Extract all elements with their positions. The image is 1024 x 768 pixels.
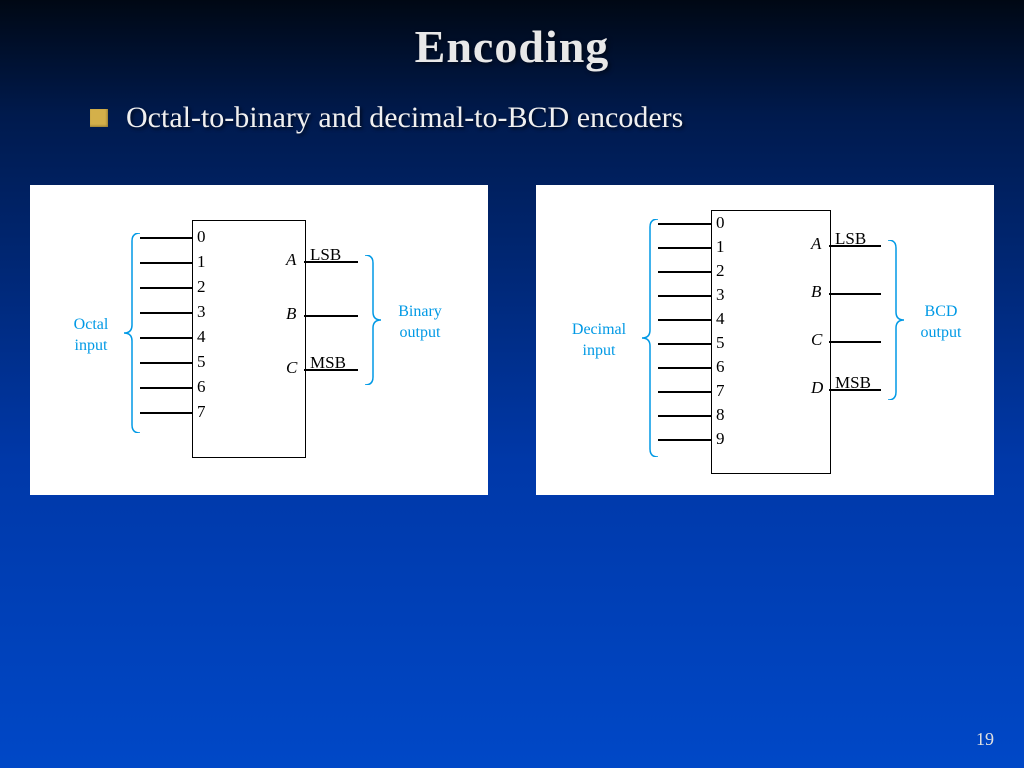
octal-output-label: B: [286, 304, 296, 324]
octal-input-label: 7: [197, 402, 206, 422]
decimal-input-pin: [658, 319, 711, 321]
decimal-input-label: 0: [716, 213, 725, 233]
page-number: 19: [976, 729, 994, 750]
octal-input-label: 0: [197, 227, 206, 247]
decimal-input-label: 6: [716, 357, 725, 377]
decimal-lsb-label: LSB: [835, 229, 866, 249]
decimal-input-label: 9: [716, 429, 725, 449]
octal-input-pin: [140, 337, 192, 339]
bullet-icon: [90, 109, 108, 127]
decimal-output-group-label: BCDoutput: [901, 302, 981, 344]
octal-output-label: C: [286, 358, 297, 378]
decimal-msb-label: MSB: [835, 373, 871, 393]
decimal-input-pin: [658, 439, 711, 441]
decimal-input-label: 5: [716, 333, 725, 353]
decimal-input-pin: [658, 343, 711, 345]
octal-input-pin: [140, 312, 192, 314]
decimal-input-pin: [658, 295, 711, 297]
decimal-input-label: 1: [716, 237, 725, 257]
octal-input-label: 6: [197, 377, 206, 397]
octal-input-label: 4: [197, 327, 206, 347]
diagrams-container: 01234567ABCLSBMSBOctalinputBinaryoutput …: [0, 135, 1024, 495]
decimal-output-pin: [829, 341, 881, 343]
decimal-input-label: 2: [716, 261, 725, 281]
diagram-octal-binary: 01234567ABCLSBMSBOctalinputBinaryoutput: [30, 185, 488, 495]
decimal-input-group-label: Decimalinput: [560, 320, 638, 362]
bullet-row: Octal-to-binary and decimal-to-BCD encod…: [90, 101, 1024, 135]
octal-output-label: A: [286, 250, 296, 270]
bullet-text: Octal-to-binary and decimal-to-BCD encod…: [126, 101, 683, 135]
decimal-input-pin: [658, 247, 711, 249]
decimal-input-label: 4: [716, 309, 725, 329]
octal-output-pin: [304, 315, 358, 317]
octal-output-group-label: Binaryoutput: [380, 302, 460, 344]
octal-input-pin: [140, 387, 192, 389]
decimal-input-label: 7: [716, 381, 725, 401]
octal-input-pin: [140, 412, 192, 414]
decimal-output-pin: [829, 293, 881, 295]
decimal-input-pin: [658, 271, 711, 273]
decimal-input-pin: [658, 391, 711, 393]
decimal-input-pin: [658, 223, 711, 225]
decimal-output-label: C: [811, 330, 822, 350]
octal-lsb-label: LSB: [310, 245, 341, 265]
octal-msb-label: MSB: [310, 353, 346, 373]
decimal-input-pin: [658, 367, 711, 369]
octal-input-pin: [140, 287, 192, 289]
decimal-output-label: B: [811, 282, 821, 302]
octal-input-label: 2: [197, 277, 206, 297]
diagram-decimal-bcd: 0 1 2 3 4 5 6 7 8 9 A B C D LSB MSB Decimalinput BCDoutpu…: [536, 185, 994, 495]
decimal-output-label: D: [811, 378, 823, 398]
decimal-input-pin: [658, 415, 711, 417]
octal-input-pin: [140, 362, 192, 364]
octal-input-label: 5: [197, 352, 206, 372]
octal-input-label: 3: [197, 302, 206, 322]
decimal-input-label: 3: [716, 285, 725, 305]
octal-input-pin: [140, 262, 192, 264]
octal-input-pin: [140, 237, 192, 239]
octal-input-label: 1: [197, 252, 206, 272]
decimal-output-label: A: [811, 234, 821, 254]
decimal-input-label: 8: [716, 405, 725, 425]
slide-title: Encoding: [0, 0, 1024, 73]
